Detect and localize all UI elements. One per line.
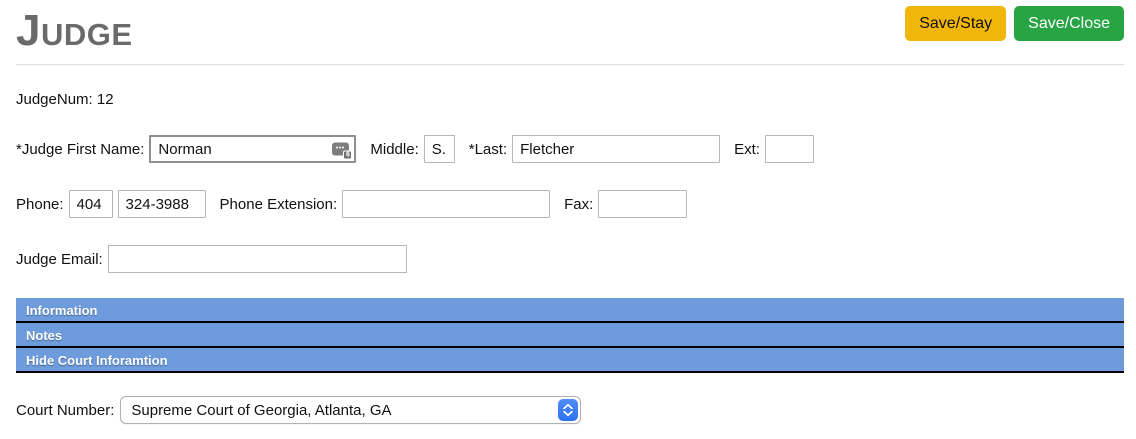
- court-number-label: Court Number:: [16, 401, 115, 419]
- chevron-up-icon: [563, 404, 574, 409]
- ext-label: Ext:: [734, 140, 760, 158]
- phone-extension-input[interactable]: [342, 190, 551, 218]
- name-row: *Judge First Name: 6 Middle: *Last: Ext:: [16, 135, 1124, 163]
- last-name-input[interactable]: [512, 135, 721, 163]
- phone-row: Phone: Phone Extension: Fax:: [16, 190, 1124, 218]
- middle-name-input[interactable]: [423, 135, 455, 163]
- phone-label: Phone:: [16, 195, 64, 213]
- page-header: Judge Save/Stay Save/Close: [16, 0, 1124, 65]
- email-input[interactable]: [107, 245, 407, 273]
- chevron-down-icon: [563, 411, 574, 416]
- judge-form-page: Judge Save/Stay Save/Close JudgeNum: 12 …: [16, 0, 1124, 424]
- first-name-label: *Judge First Name:: [16, 140, 145, 158]
- judge-num-value: 12: [96, 91, 114, 108]
- phone-number-input[interactable]: [117, 190, 206, 218]
- email-row: Judge Email:: [16, 245, 1124, 273]
- phone-area-code-input[interactable]: [68, 190, 113, 218]
- court-number-row: Court Number: Supreme Court of Georgia, …: [16, 396, 1124, 424]
- autofill-dots: [336, 146, 339, 149]
- section-bar-information[interactable]: Information: [16, 298, 1124, 323]
- section-bar-notes[interactable]: Notes: [16, 323, 1124, 348]
- autofill-contact-icon[interactable]: 6: [332, 142, 353, 160]
- fax-label: Fax:: [564, 195, 594, 213]
- section-bars: Information Notes Hide Court Inforamtion: [16, 298, 1124, 373]
- ext-input[interactable]: [764, 135, 814, 163]
- page-title: Judge: [16, 6, 133, 55]
- court-number-select[interactable]: Supreme Court of Georgia, Atlanta, GA: [120, 396, 582, 424]
- phone-extension-label: Phone Extension:: [219, 195, 338, 213]
- court-number-selected-value: Supreme Court of Georgia, Atlanta, GA: [131, 401, 392, 419]
- first-name-field-wrap: 6: [149, 135, 357, 163]
- select-stepper-icon: [558, 399, 579, 421]
- header-buttons: Save/Stay Save/Close: [905, 6, 1124, 41]
- save-stay-button[interactable]: Save/Stay: [905, 6, 1007, 41]
- judge-num-row: JudgeNum: 12: [16, 91, 1124, 108]
- last-name-label: *Last:: [468, 140, 508, 158]
- autofill-count-badge: 6: [343, 150, 353, 160]
- section-bar-hide-court-information[interactable]: Hide Court Inforamtion: [16, 348, 1124, 373]
- save-close-button[interactable]: Save/Close: [1014, 6, 1124, 41]
- first-name-input[interactable]: [149, 135, 357, 163]
- fax-input[interactable]: [598, 190, 688, 218]
- email-label: Judge Email:: [16, 250, 103, 268]
- middle-name-label: Middle:: [370, 140, 419, 158]
- judge-num-label: JudgeNum:: [16, 91, 93, 108]
